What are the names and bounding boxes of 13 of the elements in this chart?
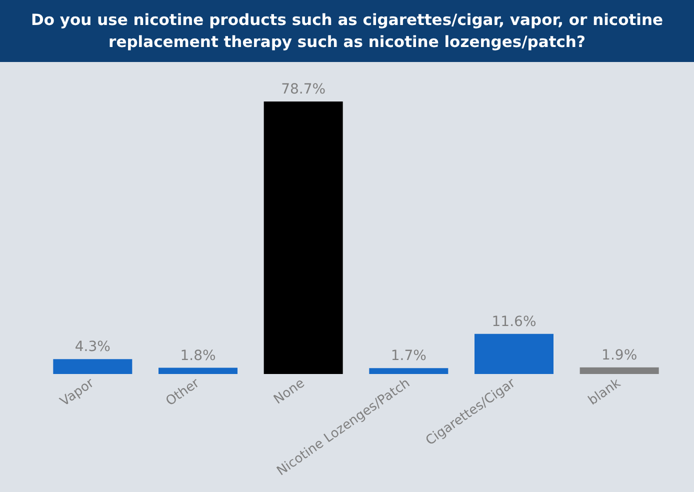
data-label: 4.3%: [74, 339, 110, 356]
bar: [474, 334, 554, 374]
data-label: 11.6%: [492, 314, 536, 330]
data-label: 1.7%: [390, 348, 426, 364]
data-label: 78.7%: [281, 82, 326, 98]
bar: [580, 367, 659, 374]
data-label: 1.9%: [602, 347, 638, 364]
bar: [53, 359, 132, 374]
bar: [369, 368, 448, 374]
chart-title: Do you use nicotine products such as cigarettes/cigar, vapor, or nicotine replacement therapy such as nicotine lozenges/patch?: [0, 0, 694, 62]
bar: [158, 368, 238, 374]
data-label: 1.8%: [180, 348, 216, 364]
bar: [264, 102, 343, 374]
